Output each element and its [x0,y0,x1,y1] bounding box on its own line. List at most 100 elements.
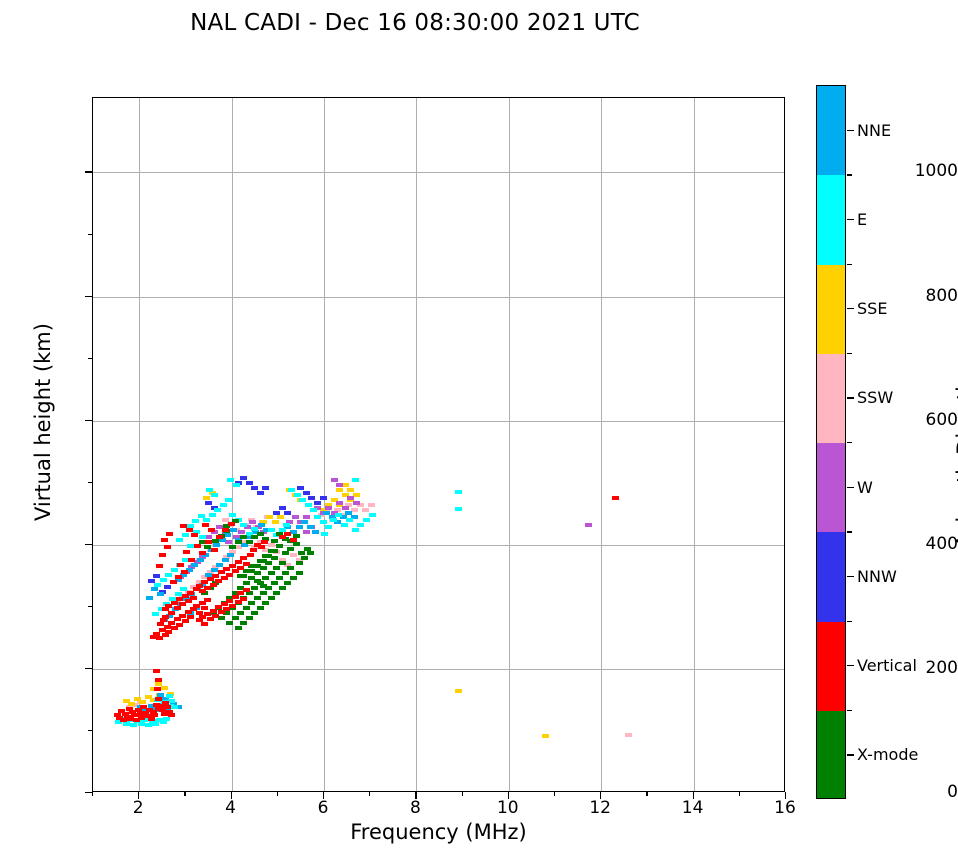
data-point [278,535,286,540]
data-point [298,551,306,556]
data-point [212,565,220,570]
data-point [113,712,121,717]
x-minor-tick-mark [276,792,279,796]
y-tick-mark [85,792,92,794]
x-tick-label: 2 [132,798,144,818]
data-point [162,615,170,620]
data-point [206,576,214,581]
data-point [153,573,161,578]
x-tick-mark [230,792,232,799]
data-point [187,544,195,549]
data-point [154,582,162,587]
data-point [199,582,207,587]
data-point [215,605,223,610]
data-point [256,531,264,536]
x-tick-label: 14 [681,798,704,818]
data-point [265,561,273,566]
data-point [304,503,312,508]
data-point [611,495,619,500]
data-point [352,493,360,498]
data-point [168,712,176,717]
data-point [251,586,259,591]
x-tick-mark [692,792,694,799]
colorbar-segment-vertical [817,621,845,711]
data-point [256,490,264,495]
data-point [278,586,286,591]
gridline-horizontal [93,668,784,670]
data-point [287,566,295,571]
data-point [262,547,270,552]
data-point [168,597,176,602]
colorbar-tick [847,486,854,488]
colorbar-boundary-tick [847,620,852,622]
colorbar-segment-nne [817,86,845,176]
data-point [267,596,275,601]
data-point [325,525,333,530]
data-point [169,701,177,706]
data-point [234,599,242,604]
data-point [347,498,355,503]
data-point [240,620,248,625]
y-tick-label: 1000 [914,161,958,182]
data-point [248,601,256,606]
data-point [290,530,297,535]
x-tick-label: 8 [409,798,421,818]
data-point [273,566,281,571]
data-point [180,587,188,592]
data-point [292,534,300,539]
data-point [295,561,303,566]
colorbar-segment-w [817,443,845,533]
y-minor-tick-mark [88,729,92,732]
data-point [207,527,215,532]
data-point [153,632,161,637]
data-point [192,530,200,535]
data-point [145,707,153,712]
data-point [155,696,163,701]
data-point [209,609,217,614]
data-point [276,544,284,549]
data-point [455,490,463,495]
data-point [187,590,195,595]
data-point [206,617,214,622]
data-point [155,706,163,711]
data-point [201,622,209,627]
data-point [210,547,218,552]
x-tick-label: 10 [496,798,519,818]
data-point [198,601,206,606]
data-point [223,611,231,616]
data-point [130,722,138,727]
data-point [284,525,292,530]
data-point [122,699,130,704]
data-point [223,555,231,560]
x-tick-mark [415,792,417,799]
data-point [192,587,200,592]
data-point [166,531,174,536]
y-tick-mark [85,667,92,670]
data-point [306,551,314,556]
data-point [180,524,188,529]
colorbar-segment-ssw [817,353,845,443]
data-point [281,571,289,576]
colorbar-label-w: W [857,477,873,497]
data-point [351,478,359,483]
data-point [192,603,200,608]
data-point [245,540,253,545]
data-point [253,578,261,583]
data-point [228,521,236,526]
data-point [144,695,152,700]
data-point [308,495,316,500]
data-point [214,508,222,513]
data-point [317,513,325,517]
data-point [125,706,133,711]
data-point [319,495,327,500]
data-point [144,714,152,719]
data-point [198,614,206,619]
data-point [223,566,231,571]
data-point [152,612,160,617]
data-point [240,522,248,527]
data-point [253,542,261,547]
data-point [202,522,210,527]
data-point [205,572,212,577]
data-point [584,522,592,527]
data-point [231,594,239,599]
